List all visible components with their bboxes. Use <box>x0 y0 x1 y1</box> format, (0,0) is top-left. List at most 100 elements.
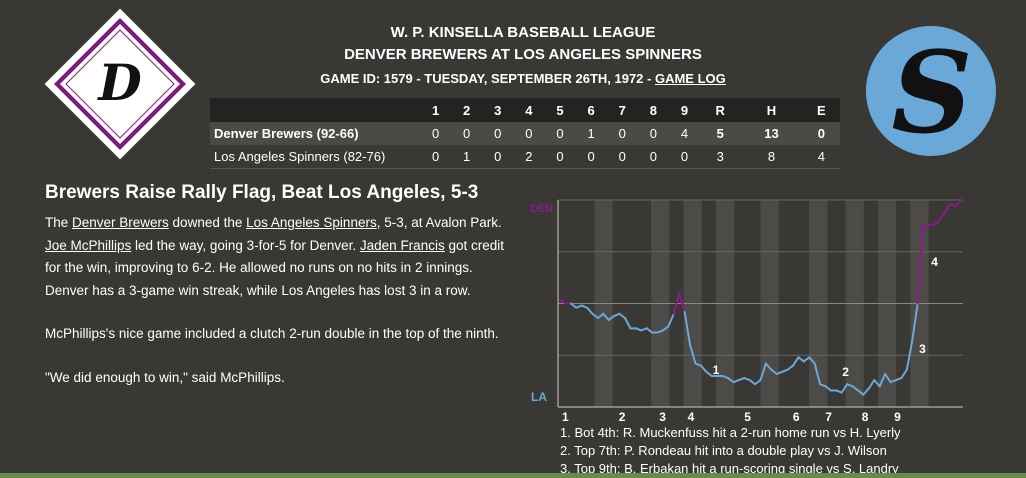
inning-tick-label: 1 <box>562 410 569 424</box>
home-inning-2: 1 <box>451 145 483 169</box>
inning-tick-label: 3 <box>659 410 666 424</box>
player-link-mcphillips[interactable]: Joe McPhillips <box>45 237 132 253</box>
away-inning-3: 0 <box>482 122 514 145</box>
box-score-row-home: Los Angeles Spinners (82-76) 0 1 0 2 0 0… <box>210 145 840 169</box>
game-info-text: GAME ID: 1579 - TUESDAY, SEPTEMBER 26TH,… <box>320 71 655 86</box>
win-probability-segment <box>900 368 908 380</box>
grass-strip <box>0 473 1026 478</box>
away-inning-8: 0 <box>637 122 669 145</box>
chart-note: 1. Bot 4th: R. Muckenfuss hit a 2-run ho… <box>560 425 901 440</box>
away-inning-7: 0 <box>606 122 638 145</box>
box-score-row-away: Denver Brewers (92-66) 0 0 0 0 0 1 0 0 4… <box>210 122 840 145</box>
home-inning-4: 2 <box>513 145 545 169</box>
away-inning-5: 0 <box>544 122 576 145</box>
win-probability-segment <box>938 211 946 222</box>
inning-tick-label: 7 <box>825 410 832 424</box>
story-text: got credit for the win, improving to 6-2… <box>45 237 504 298</box>
col-5: 5 <box>544 98 576 122</box>
win-probability-segment <box>851 385 860 392</box>
win-probability-segment <box>672 292 681 315</box>
league-name: W. P. KINSELLA BASEBALL LEAGUE <box>390 24 656 41</box>
player-link-francis[interactable]: Jaden Francis <box>359 237 445 253</box>
win-probability-segment <box>792 356 800 367</box>
win-probability-segment <box>878 372 887 388</box>
game-header: W. P. KINSELLA BASEBALL LEAGUE DENVER BR… <box>210 22 836 88</box>
away-inning-1: 0 <box>420 122 452 145</box>
col-2: 2 <box>451 98 483 122</box>
team-link-denver[interactable]: Denver Brewers <box>72 215 169 230</box>
win-probability-segment <box>667 312 675 328</box>
win-probability-segment <box>916 223 925 305</box>
inning-tick-label: 4 <box>688 410 695 424</box>
game-story: Brewers Raise Rally Flag, Beat Los Angel… <box>45 180 515 410</box>
win-probability-segment <box>802 356 811 363</box>
story-text: downed the <box>168 215 247 230</box>
team-link-los-angeles[interactable]: Los Angeles Spinners <box>246 215 377 230</box>
inning-tick-label: 9 <box>894 410 901 424</box>
story-text: , 5-3, at Avalon Park. <box>376 215 502 230</box>
win-probability-segment <box>645 327 654 334</box>
svg-text:S: S <box>892 28 973 159</box>
home-hits: 8 <box>740 145 803 169</box>
win-probability-segment <box>726 377 735 384</box>
win-probability-segment <box>705 370 713 377</box>
win-probability-segment <box>813 362 822 386</box>
los-angeles-spinners-logo: S <box>862 22 1000 160</box>
away-team-axis-label: DEN <box>530 203 553 215</box>
event-marker: 2 <box>842 365 849 379</box>
inning-tick-label: 5 <box>744 410 751 424</box>
win-probability-segment <box>591 312 599 319</box>
away-errors: 0 <box>802 122 840 145</box>
home-inning-9: 0 <box>668 145 700 169</box>
win-probability-segment <box>689 343 697 365</box>
win-probability-segment <box>683 310 692 346</box>
chart-note: 2. Top 7th: P. Rondeau hit into a double… <box>560 443 887 458</box>
col-errors: E <box>802 98 840 122</box>
win-probability-segment <box>862 387 870 396</box>
win-probability-segment <box>857 389 865 396</box>
col-4: 4 <box>513 98 545 122</box>
win-probability-segment <box>678 292 686 313</box>
win-probability-segment <box>884 372 892 384</box>
box-score-team-header <box>210 98 420 122</box>
win-probability-segment <box>770 368 778 375</box>
story-headline: Brewers Raise Rally Flag, Beat Los Angel… <box>45 182 479 203</box>
home-inning-6: 0 <box>575 145 607 169</box>
away-inning-6: 1 <box>575 122 607 145</box>
col-3: 3 <box>482 98 514 122</box>
win-probability-segment <box>759 362 767 382</box>
story-paragraph-3: "We did enough to win," said McPhillips. <box>45 369 285 385</box>
win-probability-segment <box>699 364 708 373</box>
story-paragraph-1: The Denver Brewers downed the Los Angele… <box>45 212 515 302</box>
win-probability-segment <box>932 219 941 226</box>
win-probability-segment <box>748 379 757 386</box>
away-inning-4: 0 <box>513 122 545 145</box>
win-probability-segment <box>954 199 962 208</box>
box-score-header: 1 2 3 4 5 6 7 8 9 R H E <box>210 98 840 122</box>
win-probability-segment <box>911 302 919 342</box>
win-probability-segment <box>824 385 832 392</box>
story-text: led the way, going 3-for-5 for Denver. <box>131 237 360 253</box>
inning-tick-label: 8 <box>862 410 869 424</box>
win-probability-segment <box>596 312 605 319</box>
away-inning-9: 4 <box>668 122 700 145</box>
col-runs: R <box>699 98 741 122</box>
chart-note: 3. Top 9th: B. Erbakan hit a run-scoring… <box>560 461 899 476</box>
col-7: 7 <box>606 98 638 122</box>
away-hits: 13 <box>740 122 803 145</box>
win-probability-segment <box>905 339 914 371</box>
event-marker: 1 <box>713 363 720 377</box>
inning-tick-label: 6 <box>793 410 800 424</box>
win-probability-segment <box>624 316 632 330</box>
win-probability-segment <box>586 306 594 315</box>
game-info: GAME ID: 1579 - TUESDAY, SEPTEMBER 26TH,… <box>210 70 836 88</box>
svg-text:D: D <box>96 53 141 112</box>
home-inning-7: 0 <box>606 145 638 169</box>
home-runs: 3 <box>699 145 741 169</box>
home-inning-5: 0 <box>544 145 576 169</box>
event-marker: 4 <box>931 255 938 269</box>
win-probability-segment <box>840 383 849 394</box>
game-log-link[interactable]: GAME LOG <box>654 71 726 86</box>
home-team-name: Los Angeles Spinners (82-76) <box>210 145 420 169</box>
denver-brewers-logo: D <box>44 8 196 160</box>
